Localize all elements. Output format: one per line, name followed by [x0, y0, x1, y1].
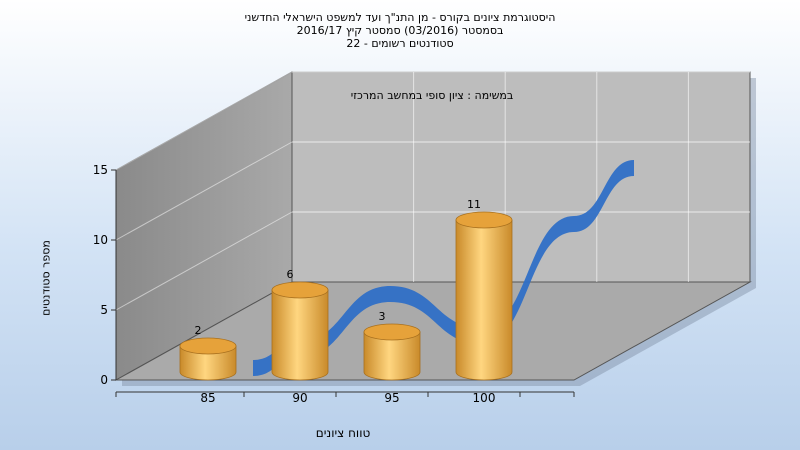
x-tick-label: 85	[200, 391, 215, 405]
data-label: 6	[287, 268, 294, 281]
data-label: 11	[467, 198, 481, 211]
x-axis-label: טווח ציונים	[315, 426, 371, 440]
bar-top	[363, 323, 421, 341]
bar-90	[271, 281, 329, 381]
x-tick-label: 90	[292, 391, 307, 405]
gridline-side	[115, 71, 293, 171]
y-axis-label: מספר סטודנטים	[39, 240, 53, 316]
trend-curve	[253, 160, 634, 376]
x-tick-label: 100	[473, 391, 496, 405]
bar-85	[179, 337, 237, 381]
bar-body	[363, 331, 421, 381]
bar-top	[455, 211, 513, 229]
bar-body	[179, 345, 237, 381]
bar-body	[271, 289, 329, 381]
data-label: 3	[379, 310, 386, 323]
chart-subtitle: במשימה : ציון סופי במחשב המרכזי	[350, 89, 514, 102]
bar-body	[455, 219, 513, 381]
bar-95	[363, 323, 421, 381]
bar-100	[455, 211, 513, 381]
back-wall	[291, 71, 751, 283]
chart-title-line-1: היסטוגרמת ציונים בקורס - מן התנ"ך ועד למ…	[244, 11, 556, 24]
chart-title-line-2: בסמסטר (03/2016) סמסטר קיץ 2016/17	[296, 24, 504, 37]
bar-top	[179, 337, 237, 355]
y-tick-label: 5	[100, 303, 108, 317]
y-tick-label: 0	[100, 373, 108, 387]
data-label: 2	[195, 324, 202, 337]
x-tick-label: 95	[384, 391, 399, 405]
y-tick-label: 15	[93, 163, 108, 177]
bar-top	[271, 281, 329, 299]
chart-title-line-3: סטודנטים רשומים - 22	[346, 37, 454, 50]
gridline-side	[115, 211, 293, 311]
gridline-side	[115, 141, 293, 241]
y-tick-label: 10	[93, 233, 108, 247]
